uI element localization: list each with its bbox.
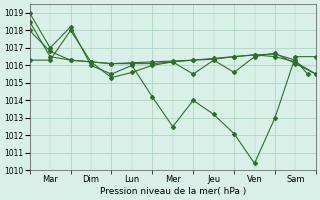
X-axis label: Pression niveau de la mer( hPa ): Pression niveau de la mer( hPa ) bbox=[100, 187, 246, 196]
